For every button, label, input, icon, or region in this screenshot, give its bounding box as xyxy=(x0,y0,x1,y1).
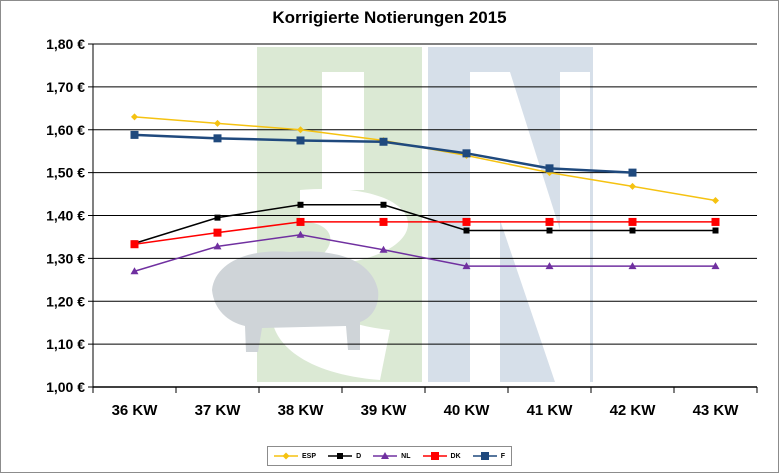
legend-swatch-f xyxy=(472,452,497,460)
x-tick-label: 40 KW xyxy=(444,402,491,419)
data-point-nl xyxy=(130,267,139,275)
series-dk xyxy=(130,217,720,249)
legend-label: NL xyxy=(401,452,411,460)
data-point-d xyxy=(712,227,719,234)
y-tick-label: 1,50 € xyxy=(46,165,85,181)
data-point-esp xyxy=(629,182,636,190)
y-tick-label: 1,20 € xyxy=(46,293,85,309)
chart-title: Korrigierte Notierungen 2015 xyxy=(272,8,507,27)
data-point-dk xyxy=(379,217,388,226)
data-point-dk xyxy=(628,217,637,226)
data-point-esp xyxy=(282,452,290,460)
legend-swatch-d xyxy=(328,453,353,459)
legend-item-dk: DK xyxy=(422,451,461,461)
y-tick-label: 1,30 € xyxy=(46,250,85,266)
legend-label: F xyxy=(500,452,505,460)
data-point-esp xyxy=(712,196,719,204)
legend: ESP D NL DK F xyxy=(267,446,512,466)
data-point-d xyxy=(214,214,221,221)
data-point-nl xyxy=(628,262,637,270)
data-point-esp xyxy=(297,126,304,134)
data-point-dk xyxy=(711,217,720,226)
data-point-d xyxy=(546,227,553,234)
x-tick-label: 38 KW xyxy=(278,402,325,419)
data-point-f xyxy=(213,134,222,143)
watermark-letter-s xyxy=(271,188,408,380)
y-tick-label: 1,00 € xyxy=(46,379,85,395)
legend-item-nl: NL xyxy=(373,451,411,461)
data-point-d xyxy=(629,227,636,234)
series-layer xyxy=(130,113,720,275)
series-line-dk xyxy=(134,221,716,245)
legend-label: ESP xyxy=(302,452,317,460)
legend-label: DK xyxy=(450,452,461,460)
legend-item-d: D xyxy=(328,451,361,461)
series-line-nl xyxy=(134,234,716,272)
y-tick-label: 1,60 € xyxy=(46,122,85,138)
data-point-dk xyxy=(545,217,554,226)
data-point-nl xyxy=(213,242,222,250)
y-tick-label: 1,80 € xyxy=(46,36,85,52)
data-point-d xyxy=(380,201,387,208)
data-point-f xyxy=(628,168,637,177)
data-point-esp xyxy=(214,119,221,127)
series-nl xyxy=(130,230,720,275)
watermark-letter-n xyxy=(470,72,590,382)
series-f xyxy=(130,130,637,177)
watermark-letter-i xyxy=(322,72,364,190)
data-point-f xyxy=(130,130,139,139)
x-tick-label: 42 KW xyxy=(610,402,657,419)
data-point-nl xyxy=(462,262,471,270)
data-point-esp xyxy=(131,113,138,121)
y-tick-label: 1,10 € xyxy=(46,336,85,352)
data-point-f xyxy=(545,164,554,173)
data-point-d xyxy=(337,453,344,459)
data-point-d xyxy=(463,227,470,234)
data-point-nl xyxy=(379,245,388,253)
series-esp xyxy=(131,113,719,204)
axes: 1,00 € 1,10 € 1,20 € 1,30 € 1,40 € 1,50 € 1,60… xyxy=(46,36,758,419)
x-tick-label: 43 KW xyxy=(693,402,740,419)
data-point-dk xyxy=(430,452,439,460)
legend-swatch-nl xyxy=(373,452,398,459)
x-tick-label: 39 KW xyxy=(361,402,408,419)
data-point-nl xyxy=(711,262,720,270)
legend-item-f: F xyxy=(472,451,505,461)
data-point-nl xyxy=(545,262,554,270)
series-line-d xyxy=(134,204,716,245)
data-point-f xyxy=(379,137,388,146)
data-point-d xyxy=(297,201,304,208)
y-tick-label: 1,40 € xyxy=(46,208,85,224)
data-point-nl xyxy=(296,230,305,238)
x-tick-label: 41 KW xyxy=(527,402,574,419)
x-tick-label: 36 KW xyxy=(112,402,159,419)
legend-item-esp: ESP xyxy=(274,451,316,461)
data-point-dk xyxy=(213,228,222,237)
grid-lines xyxy=(93,43,757,388)
legend-swatch-esp xyxy=(274,452,299,460)
data-point-f xyxy=(462,149,471,158)
y-tick-label: 1,70 € xyxy=(46,79,85,95)
isn-watermark xyxy=(212,47,593,382)
data-point-dk xyxy=(296,217,305,226)
data-point-dk xyxy=(462,217,471,226)
data-point-f xyxy=(480,452,489,460)
legend-label: D xyxy=(356,452,362,460)
data-point-dk xyxy=(130,240,139,249)
x-tick-label: 37 KW xyxy=(195,402,242,419)
legend-swatch-dk xyxy=(422,452,447,460)
data-point-nl xyxy=(381,452,390,459)
data-point-f xyxy=(296,136,305,145)
